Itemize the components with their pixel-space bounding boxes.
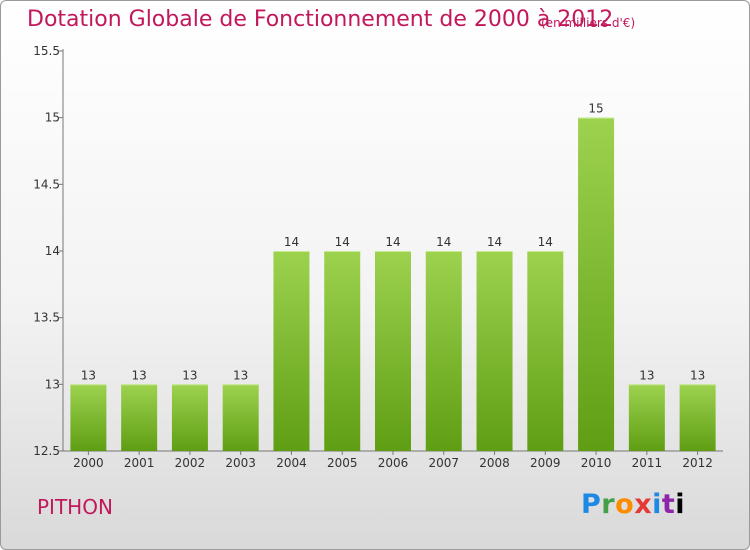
x-tick-label: 2009 <box>530 456 561 470</box>
data-label: 13 <box>182 368 197 382</box>
data-label: 14 <box>436 235 451 249</box>
logo-letter: i <box>675 489 686 520</box>
logo-letter: x <box>634 489 653 520</box>
bar[interactable] <box>273 251 310 451</box>
data-label: 14 <box>335 235 350 249</box>
y-tick-label: 14.5 <box>33 177 60 191</box>
x-tick-label: 2006 <box>378 456 409 470</box>
bar[interactable] <box>628 384 665 451</box>
x-tick-label: 2005 <box>327 456 358 470</box>
y-tick-label: 15.5 <box>33 44 60 58</box>
logo-letter: o <box>615 489 635 520</box>
x-tick-label: 2010 <box>581 456 612 470</box>
data-label: 15 <box>588 102 603 116</box>
x-tick-label: 2008 <box>479 456 510 470</box>
bar[interactable] <box>171 384 208 451</box>
bar[interactable] <box>527 251 564 451</box>
proxiti-logo[interactable]: Proxiti <box>581 489 685 520</box>
bar[interactable] <box>222 384 259 451</box>
bar[interactable] <box>70 384 107 451</box>
data-label: 13 <box>233 368 248 382</box>
data-label: 13 <box>81 368 96 382</box>
labels-group: 13 2000 13 2001 13 2002 13 2003 14 2004 14 2005 14 20… <box>73 102 713 470</box>
y-tick-label: 14 <box>45 244 60 258</box>
chart-title: Dotation Globale de Fonctionnement de 20… <box>27 7 614 32</box>
y-tick-label: 12.5 <box>33 444 60 458</box>
logo-letter: P <box>581 489 602 520</box>
data-label: 13 <box>690 368 705 382</box>
x-tick-label: 2000 <box>73 456 104 470</box>
bar[interactable] <box>375 251 411 451</box>
data-label: 14 <box>538 235 553 249</box>
bar[interactable] <box>679 384 716 451</box>
data-label: 13 <box>639 368 654 382</box>
bars-group <box>70 117 716 452</box>
chart-subtitle: (en milliers d'€) <box>541 16 636 30</box>
data-label: 13 <box>132 368 147 382</box>
y-tick-label: 13 <box>45 377 60 391</box>
x-tick-label: 2002 <box>175 456 206 470</box>
logo-letter: t <box>661 489 676 520</box>
x-tick-label: 2001 <box>124 456 155 470</box>
x-tick-label: 2004 <box>276 456 307 470</box>
x-tick-label: 2003 <box>225 456 256 470</box>
y-tick-label: 13.5 <box>33 311 60 325</box>
data-label: 14 <box>487 235 502 249</box>
x-tick-label: 2011 <box>632 456 663 470</box>
bar[interactable] <box>476 251 513 451</box>
logo-letter: i <box>652 489 662 520</box>
data-label: 14 <box>385 235 400 249</box>
logo-letter: r <box>601 489 616 520</box>
bar[interactable] <box>324 251 361 451</box>
bar[interactable] <box>578 117 615 452</box>
bar[interactable] <box>121 384 158 451</box>
commune-name: PITHON <box>37 495 113 519</box>
x-tick-label: 2012 <box>682 456 713 470</box>
x-tick-label: 2007 <box>428 456 459 470</box>
bar[interactable] <box>425 251 462 451</box>
data-label: 14 <box>284 235 299 249</box>
y-tick-label: 15 <box>45 111 60 125</box>
